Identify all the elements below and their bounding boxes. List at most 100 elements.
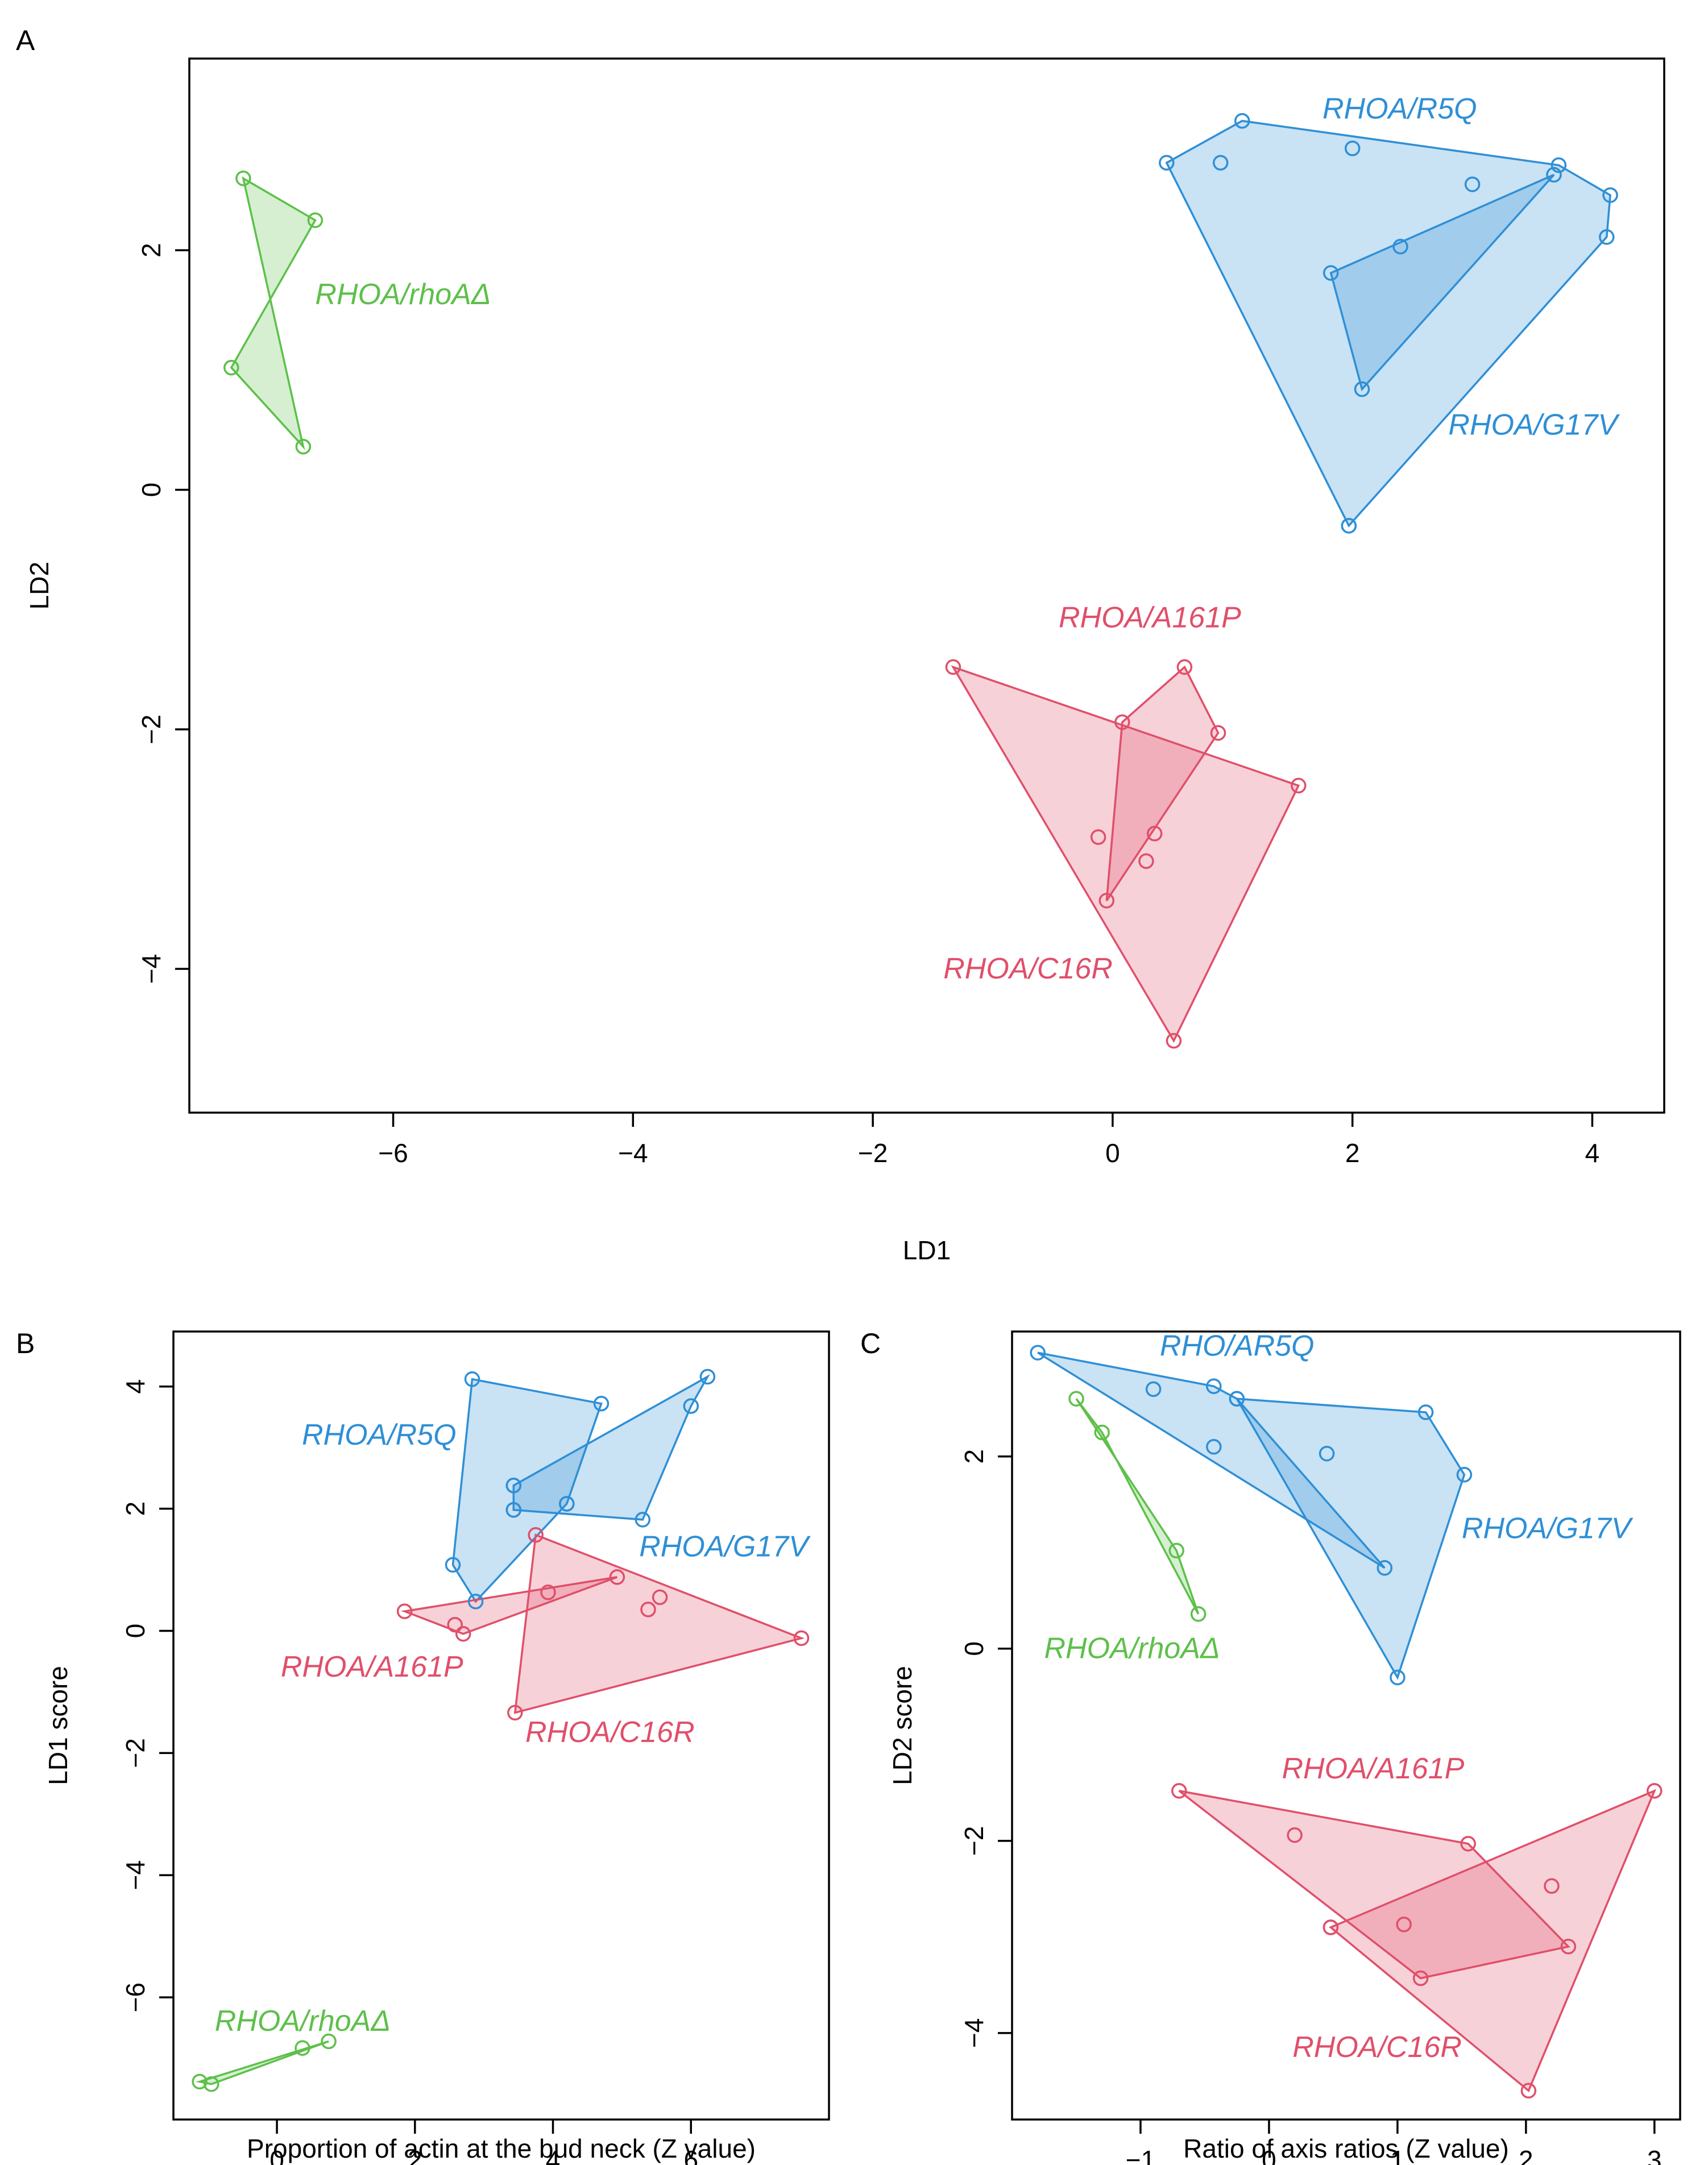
group-label: RHOA/C16R	[525, 1716, 695, 1749]
data-point	[1166, 1032, 1182, 1049]
label-layer: RHOA/rhoAΔ RHOA/R5Q RHOA/G17V RHOA/A161P RHO…	[315, 92, 1620, 985]
y-tick-label: 0	[959, 1641, 989, 1656]
group-label: RHOA/A161P	[1282, 1752, 1465, 1785]
data-point	[307, 212, 324, 229]
data-point	[593, 1396, 610, 1412]
data-point	[1206, 1439, 1222, 1455]
point-layer	[223, 113, 1618, 1049]
hull-rhoa-a161p	[400, 1576, 618, 1635]
x-tick-label: 2	[408, 2145, 422, 2165]
group-label: RHOA/C16R	[1292, 2031, 1462, 2064]
data-point	[321, 2033, 337, 2050]
data-point	[1138, 853, 1154, 869]
data-point	[559, 1496, 575, 1512]
data-point	[1212, 155, 1229, 171]
point-layer	[192, 1368, 810, 2092]
data-point	[683, 1398, 699, 1414]
group-label: RHOA/A161P	[281, 1650, 463, 1683]
hull-rhoa-rhoa-	[1075, 1398, 1200, 1615]
y-tick-label: 2	[136, 243, 166, 258]
data-point	[1090, 829, 1106, 845]
data-point	[1291, 778, 1307, 794]
x-tick-label: 1	[1390, 2145, 1405, 2165]
x-axis-title: Ratio of axis ratios (Z value)	[1183, 2134, 1509, 2163]
data-point	[1551, 157, 1567, 173]
group-label: RHOA/rhoAΔ	[315, 278, 491, 311]
data-point	[447, 1616, 463, 1633]
data-point	[1390, 1669, 1406, 1686]
data-point	[1319, 1445, 1335, 1462]
data-point	[192, 2073, 208, 2090]
data-point	[1068, 1391, 1084, 1407]
data-point	[505, 1478, 522, 1494]
data-point	[1168, 1542, 1184, 1559]
data-point	[295, 438, 312, 455]
label-layer: RHO/AR5Q RHOA/G17V RHOA/rhoAΔ RHOA/A161P RHO…	[1044, 1329, 1634, 2064]
hull-layer	[230, 119, 1611, 1043]
data-point	[1114, 714, 1130, 730]
data-point	[507, 1704, 523, 1721]
data-point	[635, 1512, 651, 1528]
hull-rhoa-g17v	[1329, 173, 1555, 392]
y-tick-label: 2	[121, 1502, 150, 1516]
panel-a: ARHOA/rhoAΔRHOA/R5QRHOA/G17VRHOA/A161PRH…	[16, 24, 1665, 1265]
data-point	[1206, 1378, 1222, 1395]
data-point	[1098, 893, 1115, 909]
plot-frame	[1011, 1330, 1681, 2121]
x-tick-label: 0	[1262, 2145, 1276, 2165]
data-point	[396, 1603, 413, 1619]
data-point	[1094, 1424, 1110, 1441]
x-tick-label: −4	[618, 1138, 648, 1168]
hull-rhoa-c16r	[1329, 1789, 1657, 2093]
y-tick-label: −4	[121, 1860, 150, 1890]
x-tick-label: −1	[1126, 2145, 1155, 2165]
group-label: RHOA/rhoAΔ	[1044, 1632, 1220, 1665]
data-point	[1520, 2083, 1537, 2099]
data-point	[1392, 239, 1408, 255]
group-label: RHOA/A161P	[1059, 602, 1241, 634]
data-point	[945, 659, 961, 675]
data-point	[1464, 176, 1481, 192]
x-axis-title: LD1	[903, 1235, 951, 1265]
data-point	[699, 1368, 716, 1385]
data-point	[1341, 517, 1357, 534]
data-point	[609, 1569, 625, 1585]
group-label: RHOA/G17V	[1462, 1512, 1634, 1545]
data-point	[505, 1502, 522, 1518]
group-label: RHOA/C16R	[943, 952, 1113, 985]
data-point	[1546, 167, 1562, 183]
x-tick-label: 2	[1345, 1138, 1360, 1168]
y-tick-label: 2	[959, 1449, 989, 1464]
x-tick-label: 4	[546, 2145, 561, 2165]
y-tick-label: −2	[136, 715, 166, 744]
data-point	[1234, 113, 1250, 129]
hull-rhoa-c16r	[951, 665, 1300, 1043]
data-point	[1344, 140, 1361, 156]
panel-b: BRHOA/R5QRHOA/G17VRHOA/A161PRHOA/C16RRHO…	[16, 1328, 830, 2165]
data-point	[1171, 1783, 1187, 1799]
data-point	[1544, 1878, 1560, 1894]
data-point	[640, 1602, 656, 1617]
x-tick-label: 0	[270, 2145, 284, 2165]
data-point	[1647, 1783, 1663, 1799]
y-axis-title: LD2	[24, 562, 54, 609]
hull-rhoa-a161p	[1178, 1790, 1570, 1980]
y-axis-title: LD2 score	[888, 1666, 917, 1785]
data-point	[1323, 265, 1339, 281]
group-label: RHO/AR5Q	[1160, 1329, 1315, 1362]
hull-rhoa-rhoa-	[230, 176, 317, 450]
group-label: RHOA/G17V	[639, 1530, 811, 1563]
x-tick-label: −2	[858, 1138, 888, 1168]
x-axis-title: Proportion of actin at the bud neck (Z v…	[247, 2134, 756, 2163]
plot-frame	[188, 57, 1665, 1114]
y-tick-label: −4	[136, 954, 166, 984]
y-axis-title: LD1 score	[43, 1666, 73, 1785]
panel-c: C RHO/AR5QRHOA/G17VRHOA/rhoAΔRHOA/A161PRH…	[860, 1328, 1681, 2165]
data-point	[1417, 1404, 1434, 1420]
data-point	[464, 1371, 480, 1387]
data-point	[223, 359, 239, 376]
x-tick-label: 4	[1585, 1138, 1600, 1168]
y-tick-label: 0	[136, 483, 166, 497]
data-point	[445, 1557, 461, 1573]
group-label: RHOA/rhoAΔ	[215, 2005, 391, 2038]
